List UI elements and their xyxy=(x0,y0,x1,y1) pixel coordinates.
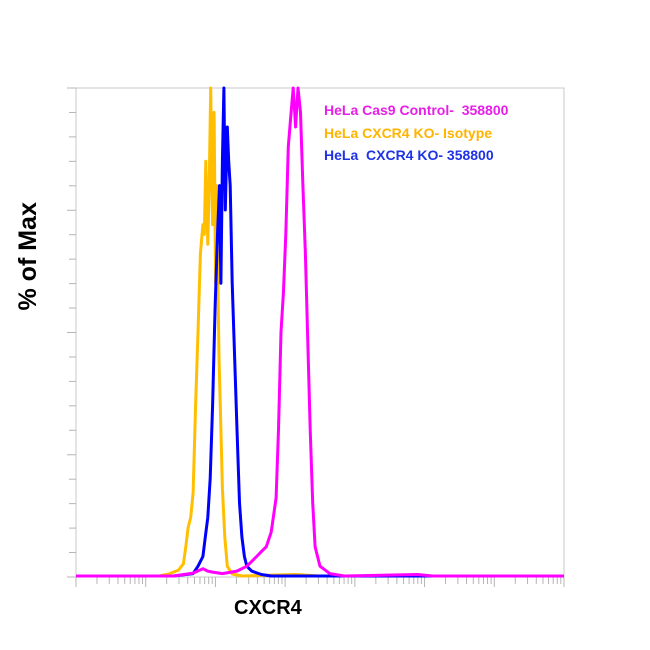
x-axis-title: CXCR4 xyxy=(234,597,302,619)
y-axis-ticks xyxy=(67,87,76,578)
series-layer xyxy=(76,86,564,578)
series-hela-cxcr4-ko-isotype xyxy=(76,86,564,578)
y-axis-title: % of Max xyxy=(14,202,42,311)
series-hela-cas9-control-358800 xyxy=(76,86,564,578)
x-axis-ticks xyxy=(75,577,565,587)
legend-item-ko: HeLa CXCR4 KO- 358800 xyxy=(324,147,494,163)
legend-item-isotype: HeLa CXCR4 KO- Isotype xyxy=(324,124,493,141)
series-hela-cxcr4-ko-358800 xyxy=(76,86,564,578)
legend: HeLa Cas9 Control- 358800 HeLa CXCR4 KO-… xyxy=(324,99,508,167)
legend-item-control: HeLa Cas9 Control- 358800 xyxy=(324,102,509,118)
